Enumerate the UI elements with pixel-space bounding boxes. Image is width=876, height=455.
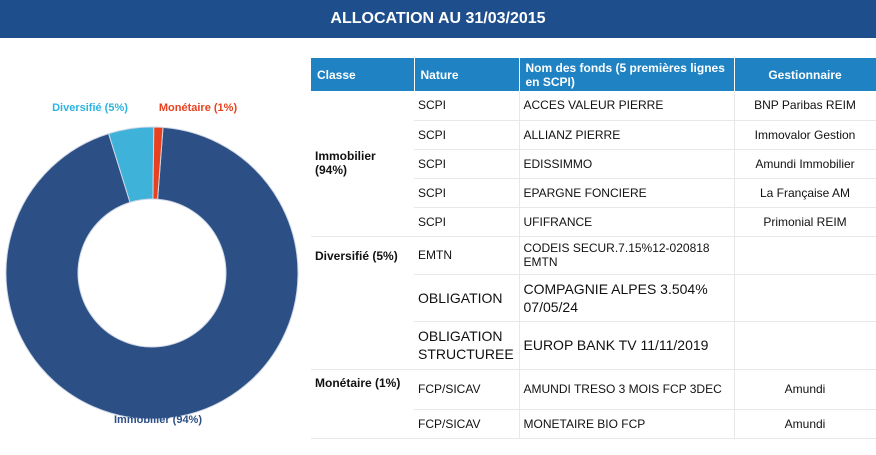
allocation-donut-chart: Immobilier (94%) Diversifié (5%) Monétaire…: [5, 102, 299, 426]
table-header-row: Classe Nature Nom des fonds (5 premières…: [311, 58, 876, 91]
cell-gestionnaire: Amundi: [734, 409, 876, 439]
table-row: Immobilier (94%) SCPI ACCES VALEUR PIERR…: [311, 91, 876, 237]
table-row: SCPI EDISSIMMO Amundi Immobilier: [311, 149, 876, 179]
cell-fonds: EUROP BANK TV 11/11/2019: [519, 321, 735, 370]
cell-gestionnaire: [734, 321, 876, 370]
cell-gestionnaire: [734, 274, 876, 322]
cell-nature: SCPI: [414, 178, 520, 208]
donut-slice-2: [152, 126, 164, 200]
cell-gestionnaire: La Française AM: [734, 178, 876, 208]
cell-fonds: EDISSIMMO: [519, 149, 735, 179]
table-row: SCPI UFIFRANCE Primonial REIM: [311, 207, 876, 237]
table-row: Diversifié (5%) EMTN CODEIS SECUR.7.15%1…: [311, 236, 876, 370]
table-row: SCPI ALLIANZ PIERRE Immovalor Gestion: [311, 120, 876, 150]
cell-fonds: UFIFRANCE: [519, 207, 735, 237]
cell-gestionnaire: Amundi: [734, 369, 876, 410]
page-title: ALLOCATION AU 31/03/2015: [330, 10, 546, 27]
cell-gestionnaire: BNP Paribas REIM: [734, 91, 876, 121]
cell-nature: FCP/SICAV: [414, 409, 520, 439]
fund-table: Classe Nature Nom des fonds (5 premières…: [311, 58, 876, 439]
donut-label-1: Diversifié (5%): [52, 102, 128, 114]
donut-slice-0: [5, 126, 299, 420]
class-immobilier: Immobilier (94%): [311, 91, 414, 237]
cell-fonds: COMPAGNIE ALPES 3.504% 07/05/24: [519, 274, 735, 322]
cell-nature: EMTN: [414, 236, 520, 275]
cell-nature: SCPI: [414, 120, 520, 150]
cell-nature: SCPI: [414, 207, 520, 237]
cell-nature: OBLIGATION: [414, 274, 520, 322]
cell-fonds: MONETAIRE BIO FCP: [519, 409, 735, 439]
header-nature: Nature: [414, 58, 520, 91]
cell-nature: OBLIGATION STRUCTUREE: [414, 321, 520, 370]
cell-nature: SCPI: [414, 91, 520, 121]
header-gestionnaire: Gestionnaire: [734, 58, 876, 91]
header-classe: Classe: [311, 58, 415, 91]
cell-nature: SCPI: [414, 149, 520, 179]
cell-fonds: AMUNDI TRESO 3 MOIS FCP 3DEC: [519, 369, 735, 410]
cell-gestionnaire: [734, 236, 876, 275]
cell-fonds: CODEIS SECUR.7.15%12-020818 EMTN: [519, 236, 735, 275]
cell-fonds: ALLIANZ PIERRE: [519, 120, 735, 150]
table-row: OBLIGATION STRUCTUREE EUROP BANK TV 11/1…: [311, 321, 876, 370]
page-header: ALLOCATION AU 31/03/2015: [0, 0, 876, 38]
cell-fonds: ACCES VALEUR PIERRE: [519, 91, 735, 121]
cell-nature: FCP/SICAV: [414, 369, 520, 410]
table-row: FCP/SICAV MONETAIRE BIO FCP Amundi: [311, 409, 876, 439]
cell-gestionnaire: Immovalor Gestion: [734, 120, 876, 150]
donut-label-0: Immobilier (94%): [114, 414, 202, 426]
cell-gestionnaire: Primonial REIM: [734, 207, 876, 237]
cell-fonds: EPARGNE FONCIERE: [519, 178, 735, 208]
class-monetaire: Monétaire (1%): [311, 369, 414, 439]
table-row: SCPI EPARGNE FONCIERE La Française AM: [311, 178, 876, 208]
donut-label-2: Monétaire (1%): [159, 102, 238, 114]
class-diversifie: Diversifié (5%): [311, 236, 414, 370]
cell-gestionnaire: Amundi Immobilier: [734, 149, 876, 179]
table-row: Monétaire (1%) FCP/SICAV AMUNDI TRESO 3 …: [311, 369, 876, 439]
header-nom-fonds: Nom des fonds (5 premières lignes en SCP…: [519, 58, 735, 91]
